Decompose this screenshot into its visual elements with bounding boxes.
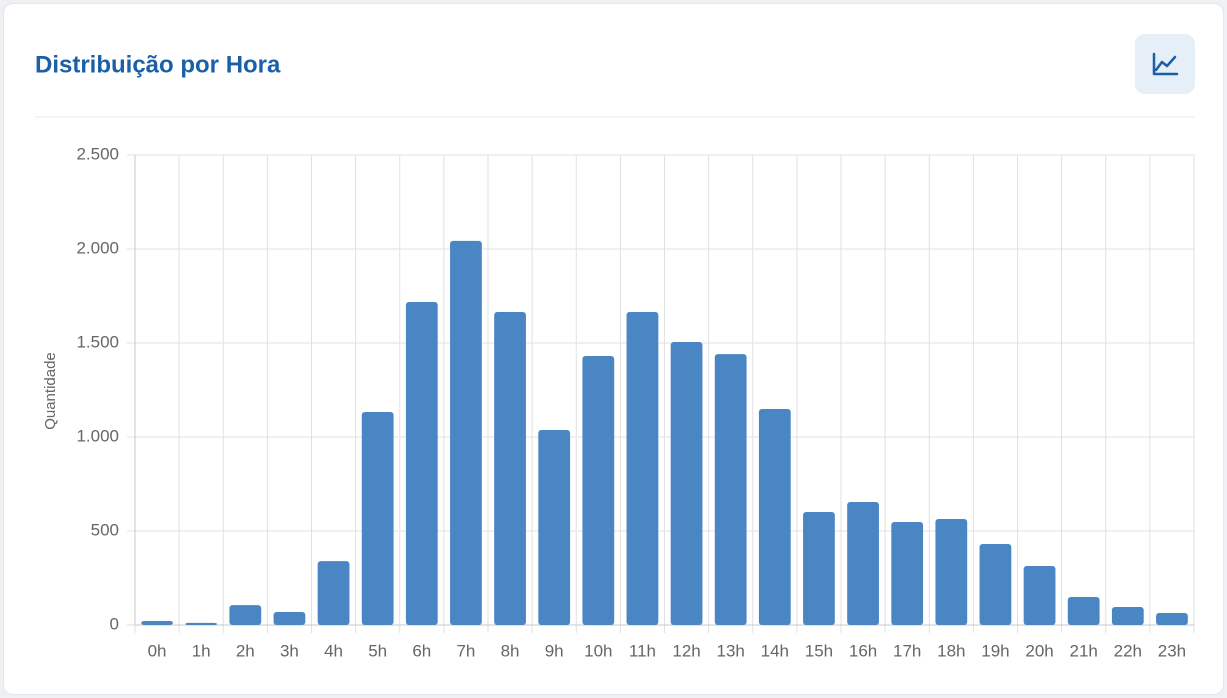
x-tick-label: 10h (584, 641, 612, 660)
bar (1111, 606, 1144, 625)
x-tick-label: 21h (1070, 641, 1098, 660)
x-tick-label: 7h (456, 641, 475, 660)
chart-toggle-button[interactable] (1135, 34, 1195, 94)
bar (758, 408, 791, 625)
x-tick-label: 16h (849, 641, 877, 660)
x-tick-label: 6h (412, 641, 431, 660)
y-tick-label: 1.500 (76, 332, 119, 351)
x-tick-label: 14h (761, 641, 789, 660)
chart: Distribuição por Hora Quantidade 0 500 1.0… (35, 34, 1195, 660)
x-tick-label: 9h (545, 641, 564, 660)
x-tick-label: 12h (672, 641, 700, 660)
x-tick-label: 20h (1025, 641, 1053, 660)
bar (582, 355, 615, 625)
y-tick-label: 1.000 (76, 426, 119, 445)
x-tick-label: 23h (1158, 641, 1186, 660)
bar (494, 311, 526, 625)
y-tick-label: 0 (110, 614, 119, 633)
x-tick-label: 0h (148, 641, 167, 660)
x-tick-label: 19h (981, 641, 1009, 660)
bar (714, 354, 747, 625)
y-tick-label: 2.000 (76, 238, 119, 257)
x-tick-label: 3h (280, 641, 299, 660)
x-tick-label: 22h (1114, 641, 1142, 660)
chart-title: Distribuição por Hora (35, 51, 281, 78)
bar (141, 621, 173, 625)
bar (626, 311, 659, 625)
x-tick-label: 15h (805, 641, 833, 660)
bar (1067, 596, 1100, 625)
bar (1156, 612, 1188, 625)
chart-icon (1152, 52, 1179, 76)
x-tick-label: 1h (192, 641, 211, 660)
x-tick-label: 8h (501, 641, 520, 660)
bar (1023, 565, 1056, 625)
bar (670, 342, 703, 625)
bar (538, 430, 571, 625)
bar (450, 240, 482, 625)
x-tick-label: 4h (324, 641, 343, 660)
bar (361, 411, 394, 625)
x-tick-label: 17h (893, 641, 921, 660)
x-tick-label: 11h (629, 641, 656, 660)
bar (803, 512, 835, 625)
x-tick-label: 13h (717, 641, 745, 660)
x-tick-label: 5h (368, 641, 387, 660)
x-tick-label: 18h (937, 641, 965, 660)
bar (891, 521, 924, 625)
bar (273, 612, 306, 625)
y-tick-label: 500 (91, 520, 119, 539)
bar (979, 543, 1012, 625)
y-axis-title: Quantidade (42, 352, 59, 430)
bar (935, 518, 968, 625)
x-tick-label: 2h (236, 641, 255, 660)
bar (185, 622, 218, 625)
y-tick-label: 2.500 (76, 144, 119, 163)
bar (847, 502, 879, 625)
bar (229, 605, 262, 625)
bar (405, 302, 438, 625)
bar (317, 561, 350, 625)
card: Distribuição por Hora Quantidade 0 500 1.0… (3, 3, 1224, 695)
